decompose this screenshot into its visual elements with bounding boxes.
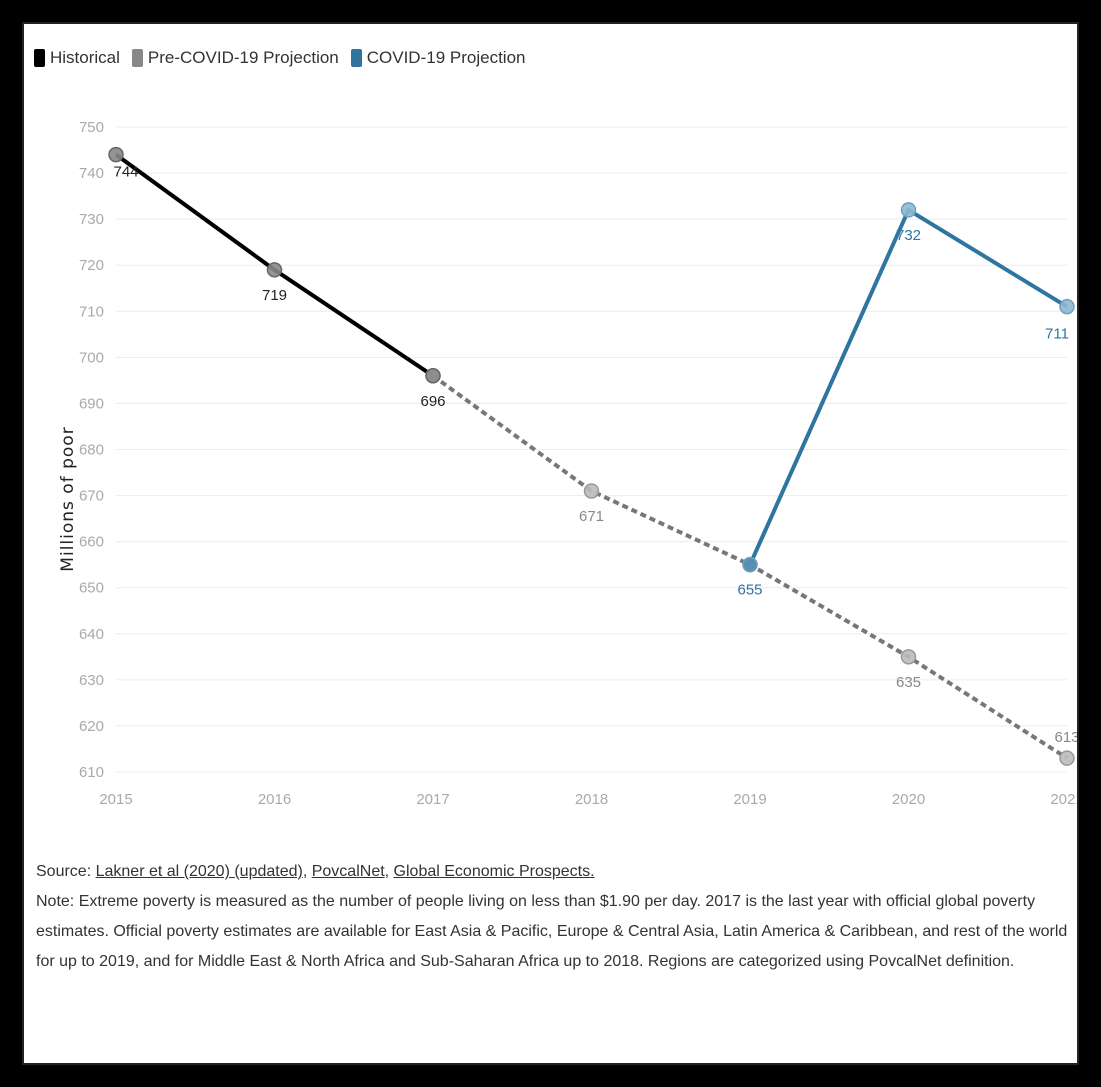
chart-footer: Source: Lakner et al (2020) (updated), P… <box>36 857 1076 977</box>
data-label: 732 <box>896 227 921 244</box>
legend-item-covid[interactable]: COVID-19 Projection <box>350 48 526 68</box>
data-point <box>425 368 441 384</box>
data-label: 711 <box>1045 326 1069 343</box>
legend-item-pre-covid[interactable]: Pre-COVID-19 Projection <box>131 48 339 68</box>
legend-swatch-covid <box>350 49 362 67</box>
data-point <box>900 649 917 665</box>
data-label: 613 <box>1054 729 1077 746</box>
x-tick-label: 2015 <box>99 791 132 808</box>
y-tick-label: 690 <box>79 395 104 412</box>
x-tick-label: 2021 <box>1050 791 1077 808</box>
chart-legend: Historical Pre-COVID-19 Projection COVID… <box>34 48 531 68</box>
series-line-covid-19-projection <box>748 207 1069 566</box>
x-tick-label: 2017 <box>416 791 449 808</box>
y-tick-label: 710 <box>79 303 104 320</box>
y-tick-label: 720 <box>79 257 104 274</box>
x-tick-label: 2018 <box>575 791 608 808</box>
y-tick-label: 610 <box>79 764 104 781</box>
data-label: 744 <box>113 164 138 181</box>
y-tick-label: 680 <box>79 442 104 459</box>
x-tick-label: 2019 <box>733 791 766 808</box>
note-text: Note: Extreme poverty is measured as the… <box>36 893 1068 970</box>
source-link-gep[interactable]: Global Economic Prospects. <box>393 863 595 880</box>
y-tick-label: 670 <box>79 488 104 505</box>
data-label: 696 <box>420 393 445 410</box>
source-link-povcalnet[interactable]: PovcalNet <box>311 863 385 880</box>
source-line: Source: Lakner et al (2020) (updated), P… <box>36 863 595 880</box>
data-label: 671 <box>579 508 604 525</box>
legend-label-covid: COVID-19 Projection <box>366 48 526 67</box>
y-tick-label: 750 <box>79 119 104 136</box>
chart-panel: Historical Pre-COVID-19 Projection COVID… <box>22 22 1079 1065</box>
y-tick-label: 640 <box>79 626 104 643</box>
data-point <box>900 202 917 218</box>
y-axis-label: Millions of poor <box>58 426 78 572</box>
x-tick-label: 2016 <box>258 791 291 808</box>
y-tick-label: 700 <box>79 349 104 366</box>
data-label: 719 <box>262 287 287 304</box>
data-point <box>1059 750 1075 766</box>
source-prefix: Source: <box>36 863 92 880</box>
line-chart: 610 620 630 640 650 660 670 680 690 700 710 720 730 7… <box>79 119 1077 808</box>
legend-label-historical: Historical <box>50 48 120 67</box>
legend-label-pre-covid: Pre-COVID-19 Projection <box>147 48 339 67</box>
data-point <box>583 483 600 499</box>
y-tick-label: 630 <box>79 672 104 689</box>
legend-swatch-historical <box>34 49 45 67</box>
source-link-lakner[interactable]: Lakner et al (2020) (updated) <box>95 863 303 880</box>
data-point <box>1059 298 1075 315</box>
data-point <box>266 262 283 278</box>
data-point <box>742 556 758 573</box>
y-tick-label: 660 <box>79 534 104 551</box>
y-tick-label: 730 <box>79 211 104 228</box>
data-point <box>108 146 124 163</box>
y-tick-label: 740 <box>79 165 104 182</box>
legend-swatch-pre-covid <box>131 49 143 67</box>
data-label: 655 <box>737 582 762 599</box>
data-label: 635 <box>896 674 921 691</box>
legend-item-historical[interactable]: Historical <box>34 48 120 68</box>
y-tick-label: 620 <box>79 718 104 735</box>
x-tick-label: 2020 <box>892 791 925 808</box>
y-tick-label: 650 <box>79 580 104 597</box>
